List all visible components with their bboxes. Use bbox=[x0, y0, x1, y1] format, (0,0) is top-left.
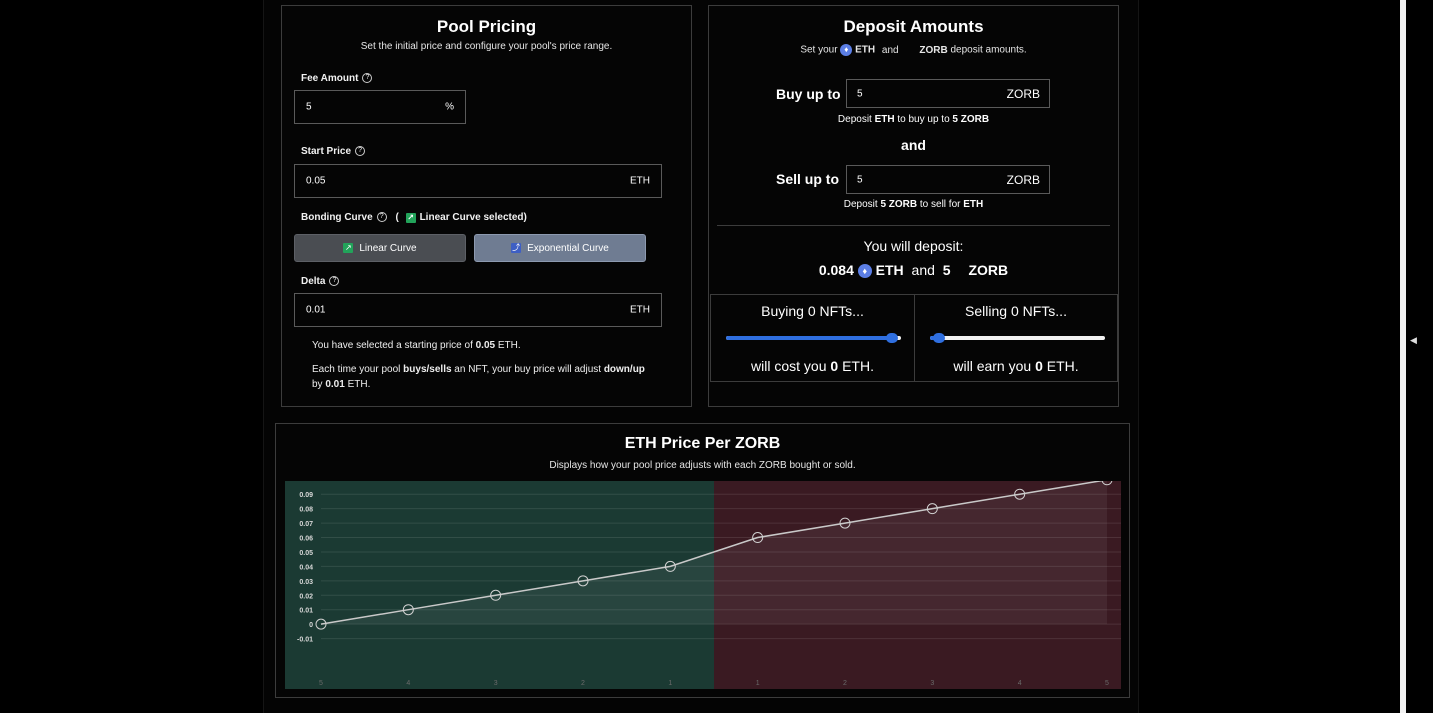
exponential-curve-icon: ⤴ bbox=[511, 243, 521, 253]
x-tick-label: 2 bbox=[581, 680, 585, 687]
start-price-label: Start Price? bbox=[301, 146, 365, 157]
linear-curve-icon: ↗ bbox=[343, 243, 353, 253]
x-tick-label: 4 bbox=[1018, 680, 1022, 687]
y-tick-label: 0.03 bbox=[299, 579, 313, 586]
selling-slider-track[interactable] bbox=[930, 336, 1105, 340]
pool-pricing-panel: Pool Pricing Set the initial price and c… bbox=[281, 5, 692, 407]
linear-curve-button[interactable]: ↗ Linear Curve bbox=[294, 234, 466, 262]
buying-cost: will cost you 0 ETH. bbox=[711, 358, 914, 374]
bonding-curve-label: Bonding Curve? ( ↗ Linear Curve selected) bbox=[301, 212, 527, 223]
selling-box: Selling 0 NFTs... will earn you 0 ETH. bbox=[914, 294, 1118, 382]
eth-icon: ♦ bbox=[858, 264, 872, 278]
y-tick-label: 0.02 bbox=[299, 593, 313, 600]
y-tick-label: 0.01 bbox=[299, 608, 313, 615]
and-label: and bbox=[709, 137, 1118, 153]
y-tick-label: 0.07 bbox=[299, 521, 313, 528]
buy-up-to-input[interactable]: 5 ZORB bbox=[846, 79, 1050, 108]
y-tick-label: 0.04 bbox=[299, 564, 313, 571]
buy-note: Deposit ETH to buy up to 5 ZORB bbox=[709, 114, 1118, 125]
x-tick-label: 1 bbox=[756, 680, 760, 687]
divider bbox=[717, 225, 1110, 226]
buying-slider-fill bbox=[726, 336, 892, 340]
sell-note: Deposit 5 ZORB to sell for ETH bbox=[709, 199, 1118, 210]
deposit-amounts-subtitle: Set your ♦ ETH and ZORB deposit amounts. bbox=[709, 44, 1118, 56]
x-tick-label: 1 bbox=[668, 680, 672, 687]
starting-price-note: You have selected a starting price of 0.… bbox=[312, 338, 521, 354]
x-tick-label: 4 bbox=[406, 680, 410, 687]
chart-panel: ETH Price Per ZORB Displays how your poo… bbox=[275, 423, 1130, 698]
exponential-curve-button[interactable]: ⤴ Exponential Curve bbox=[474, 234, 646, 262]
window-edge bbox=[1400, 0, 1406, 713]
chart-subtitle: Displays how your pool price adjusts wit… bbox=[276, 460, 1129, 471]
sell-up-to-label: Sell up to bbox=[776, 171, 839, 187]
x-tick-label: 2 bbox=[843, 680, 847, 687]
help-icon[interactable]: ? bbox=[355, 146, 365, 156]
help-icon[interactable]: ? bbox=[377, 212, 387, 222]
selling-slider-thumb[interactable] bbox=[933, 333, 945, 343]
sell-up-to-input[interactable]: 5 ZORB bbox=[846, 165, 1050, 194]
chart-title: ETH Price Per ZORB bbox=[276, 435, 1129, 453]
pool-pricing-subtitle: Set the initial price and configure your… bbox=[282, 41, 691, 52]
delta-input[interactable]: 0.01 ETH bbox=[294, 293, 662, 327]
buying-box: Buying 0 NFTs... will cost you 0 ETH. bbox=[710, 294, 915, 382]
help-icon[interactable]: ? bbox=[329, 276, 339, 286]
deposit-total: 0.084 ♦ ETH and 5 ZORB bbox=[709, 262, 1118, 278]
x-tick-label: 3 bbox=[494, 680, 498, 687]
check-icon: ↗ bbox=[406, 213, 416, 223]
delta-note: Each time your pool buys/sells an NFT, y… bbox=[312, 362, 672, 392]
y-tick-label: 0 bbox=[309, 622, 313, 629]
deposit-amounts-panel: Deposit Amounts Set your ♦ ETH and ZORB … bbox=[708, 5, 1119, 407]
help-icon[interactable]: ? bbox=[362, 73, 372, 83]
y-tick-label: 0.05 bbox=[299, 550, 313, 557]
x-tick-label: 5 bbox=[1105, 680, 1109, 687]
price-chart: 0.09 0.08 0.07 0.06 0.05 0.04 0.03 0.02 0.01 0 -0.… bbox=[285, 481, 1121, 689]
delta-label: Delta? bbox=[301, 276, 339, 287]
eth-icon: ♦ bbox=[840, 44, 852, 56]
buying-slider-thumb[interactable] bbox=[886, 333, 898, 343]
start-price-input[interactable]: 0.05 ETH bbox=[294, 164, 662, 198]
selling-title: Selling 0 NFTs... bbox=[915, 303, 1117, 319]
selling-earn: will earn you 0 ETH. bbox=[915, 358, 1117, 374]
y-tick-label: -0.01 bbox=[297, 637, 313, 644]
buy-up-to-label: Buy up to bbox=[776, 86, 841, 102]
fee-amount-input[interactable]: 5 % bbox=[294, 90, 466, 124]
x-tick-label: 3 bbox=[930, 680, 934, 687]
x-tick-label: 5 bbox=[319, 680, 323, 687]
pool-pricing-title: Pool Pricing bbox=[282, 17, 691, 37]
y-tick-label: 0.09 bbox=[299, 492, 313, 499]
will-deposit-label: You will deposit: bbox=[709, 238, 1118, 254]
y-tick-label: 0.06 bbox=[299, 536, 313, 543]
collapse-arrow-icon[interactable]: ◀ bbox=[1410, 335, 1417, 346]
fee-amount-label: Fee Amount? bbox=[301, 73, 372, 84]
y-tick-label: 0.08 bbox=[299, 507, 313, 514]
deposit-amounts-title: Deposit Amounts bbox=[709, 17, 1118, 37]
buying-title: Buying 0 NFTs... bbox=[711, 303, 914, 319]
